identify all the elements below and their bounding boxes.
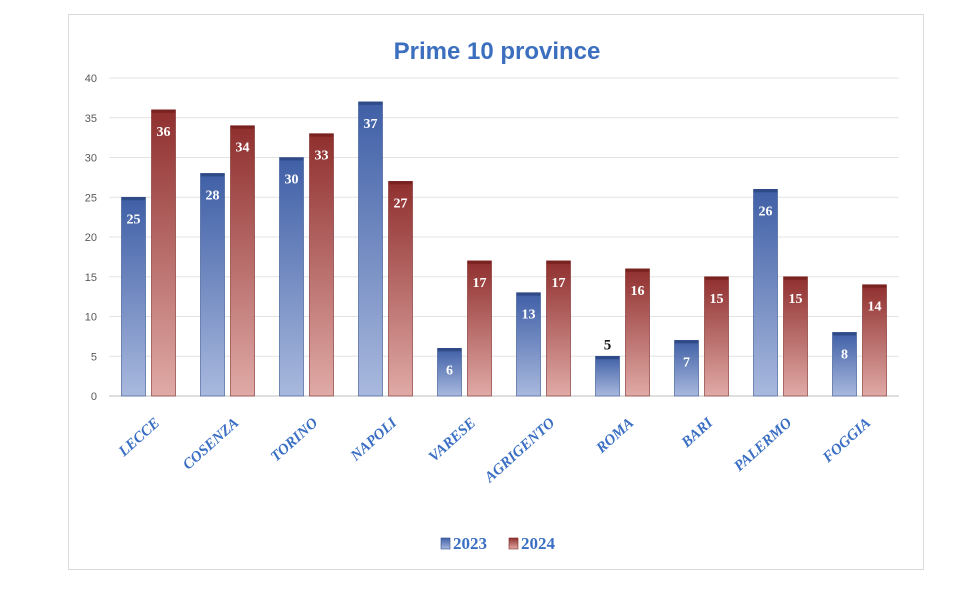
x-category-label: BARI (678, 414, 717, 451)
chart-frame: Prime 10 province 0 5 10 15 20 25 30 35 40 25 36 L… (68, 14, 924, 570)
bar-2023-palermo (753, 189, 778, 397)
bar-cap (121, 197, 146, 201)
x-category-label: AGRIGENTO (481, 415, 558, 487)
data-label: 15 (710, 292, 724, 307)
bar-cap (230, 125, 255, 129)
y-tick-label: 35 (85, 113, 97, 125)
y-tick-label: 25 (85, 192, 97, 204)
bar-cap (783, 276, 808, 280)
x-category-label: COSENZA (180, 415, 242, 473)
y-tick-label: 15 (85, 272, 97, 284)
bar-chart: Prime 10 province 0 5 10 15 20 25 30 35 40 25 36 L… (85, 38, 899, 553)
x-category-label: ROMA (593, 415, 637, 457)
bar-cap (546, 260, 571, 264)
data-label: 28 (206, 188, 220, 203)
data-label: 27 (394, 196, 408, 211)
data-label: 6 (446, 363, 453, 378)
data-label: 14 (868, 300, 882, 315)
data-label: 13 (522, 308, 536, 323)
x-category-label: NAPOLI (347, 414, 401, 465)
bar-2024-roma (625, 268, 650, 397)
bar-2023-lecce (121, 196, 146, 397)
data-label: 17 (473, 276, 487, 291)
y-tick-label: 30 (85, 153, 97, 165)
bar-cap (388, 181, 413, 185)
bar-cap (279, 157, 304, 161)
data-label: 30 (285, 173, 299, 188)
bar-2024-agrigento (546, 260, 571, 397)
data-label: 8 (841, 347, 848, 362)
data-label: 33 (315, 149, 329, 164)
x-category-label: LECCE (115, 415, 163, 460)
data-label: 15 (789, 292, 803, 307)
bar-cap (358, 101, 383, 105)
bar-cap (595, 356, 620, 360)
bar-cap (437, 348, 462, 352)
bar-2024-foggia (862, 284, 887, 397)
legend: 2023 2024 (440, 534, 556, 553)
data-label: 36 (157, 125, 171, 140)
bar-2024-bari (704, 276, 729, 397)
y-tick-label: 10 (85, 312, 97, 324)
bar-cap (862, 284, 887, 288)
bar-cap (674, 340, 699, 344)
bar-2023-cosenza (200, 173, 225, 397)
bar-2024-varese (467, 260, 492, 397)
bar-2023-foggia (832, 332, 857, 397)
data-label: 17 (552, 276, 566, 291)
bar-2024-torino (309, 133, 334, 397)
y-tick-label: 5 (91, 351, 97, 363)
data-label: 37 (364, 117, 378, 132)
legend-swatch-2024 (508, 537, 519, 550)
y-tick-label: 40 (85, 73, 97, 85)
bar-cap (753, 189, 778, 193)
data-label: 34 (236, 141, 250, 156)
x-category-label: PALERMO (731, 415, 795, 475)
data-label: 25 (127, 212, 141, 227)
bar-cap (704, 276, 729, 280)
bar-cap (309, 133, 334, 137)
data-label: 16 (631, 284, 645, 299)
chart-title: Prime 10 province (394, 38, 601, 65)
data-label: 7 (683, 355, 690, 370)
bar-cap (200, 173, 225, 177)
y-tick-label: 20 (85, 232, 97, 244)
legend-label-2023: 2023 (453, 534, 487, 553)
x-category-label: FOGGIA (819, 415, 874, 467)
bars-layer (121, 101, 887, 397)
bar-2023-napoli (358, 101, 383, 397)
x-category-label: VARESE (426, 415, 479, 465)
bar-2023-roma (595, 355, 620, 397)
bar-2024-napoli (388, 181, 413, 397)
bar-2023-varese (437, 347, 462, 397)
bar-2023-torino (279, 157, 304, 397)
bar-cap (467, 260, 492, 264)
legend-swatch-2023 (440, 537, 451, 550)
bar-2024-lecce (151, 109, 176, 397)
bar-cap (151, 109, 176, 113)
data-label: 5 (604, 337, 612, 353)
x-category-label: TORINO (268, 415, 321, 465)
data-label: 26 (759, 204, 773, 219)
bar-2024-cosenza (230, 125, 255, 397)
bar-cap (516, 292, 541, 296)
bar-cap (832, 332, 857, 336)
y-tick-label: 0 (91, 391, 97, 403)
bar-2023-bari (674, 340, 699, 397)
legend-label-2024: 2024 (521, 534, 556, 553)
bar-2023-agrigento (516, 292, 541, 397)
bar-cap (625, 268, 650, 272)
